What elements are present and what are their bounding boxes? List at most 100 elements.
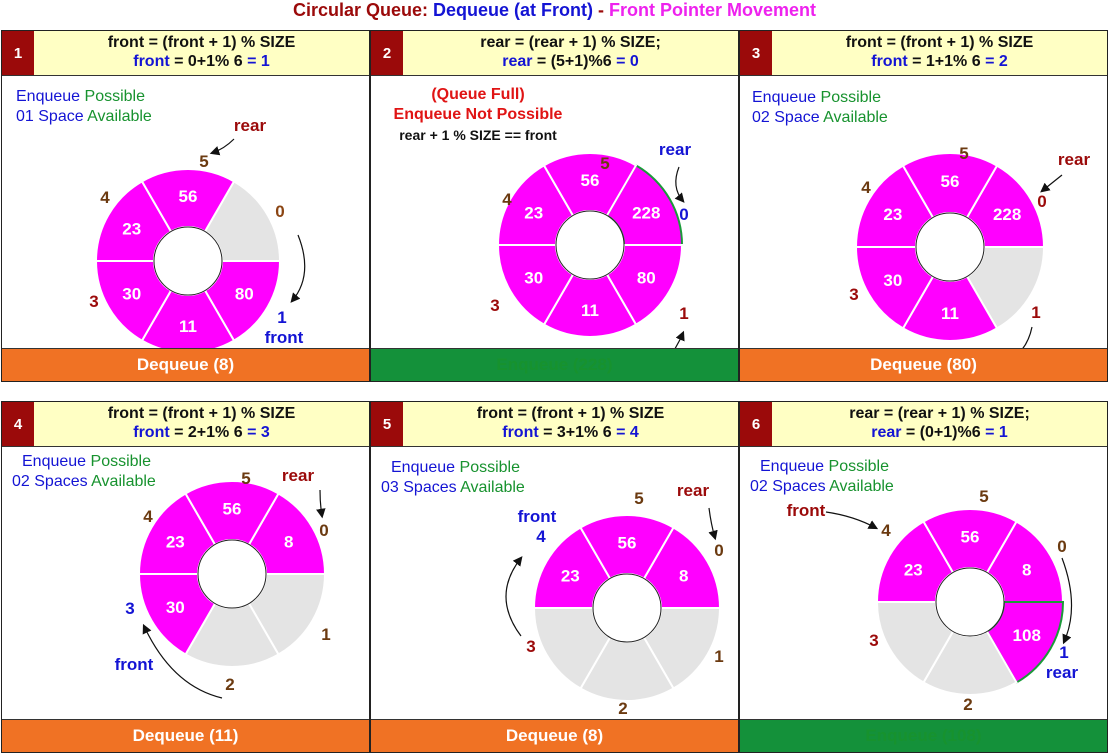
index-label-5: 5 — [979, 487, 988, 506]
queue-status: Enqueue Possible 02 Spaces Available — [12, 452, 156, 492]
index-label-3: 3 — [849, 285, 858, 304]
panel-3: 3 front = (front + 1) % SIZE front = 1+1… — [739, 30, 1108, 382]
pointer-arrow-1 — [674, 330, 685, 349]
pointer-arrow-0 — [825, 511, 879, 530]
operation-footer: Dequeue (11) — [2, 719, 369, 752]
circular-queue-ring: 22811302356012345frontrear — [849, 144, 1090, 349]
queue-cell-value: 23 — [561, 566, 580, 585]
status-space: 02 Spaces — [750, 478, 830, 495]
step-number: 3 — [740, 31, 772, 75]
index-label-3: 3 — [490, 296, 499, 315]
queue-cell-value: 56 — [618, 534, 637, 553]
queue-cell-value: 30 — [122, 285, 141, 304]
status-enqueue: Enqueue — [22, 453, 91, 470]
queue-cell-value: 228 — [632, 204, 660, 223]
title-part-3: - — [593, 0, 610, 20]
operation-footer: Enqueue (228) — [371, 348, 738, 381]
operation-footer: Dequeue (8) — [371, 719, 738, 752]
formula-expr: = (5+1)%6 — [532, 53, 617, 70]
queue-status: Enqueue Possible 02 Spaces Available — [750, 457, 894, 497]
index-label-5: 5 — [199, 152, 208, 171]
queue-cell-value: 56 — [961, 528, 980, 547]
formula-line-2: front = 3+1% 6 = 4 — [403, 424, 738, 442]
index-label-1: 1 — [321, 625, 330, 644]
queue-cell-value: 30 — [166, 598, 185, 617]
formula-line-1: front = (front + 1) % SIZE — [107, 34, 296, 51]
formula-expr: = 1+1% 6 — [907, 53, 986, 70]
queue-cell-value: 30 — [883, 271, 902, 290]
formula-line-1: front = (front + 1) % SIZE — [845, 34, 1034, 51]
front-pointer-label: front — [265, 328, 304, 347]
queue-cell-value: 80 — [235, 285, 254, 304]
operation-footer: Dequeue (8) — [2, 348, 369, 381]
step-number: 6 — [740, 402, 772, 446]
ring-hole — [592, 573, 662, 643]
ring-hole — [197, 539, 267, 609]
pointer-arrow-0 — [1021, 326, 1033, 349]
index-label-5: 5 — [959, 144, 968, 163]
pointer-arrow-1 — [209, 138, 235, 156]
index-label-4: 4 — [861, 178, 871, 197]
formula-line-2: rear = (0+1)%6 = 1 — [772, 424, 1107, 442]
pointer-arrow-0 — [674, 166, 685, 203]
status-possible: Possible — [90, 453, 151, 470]
index-label-0: 0 — [1037, 192, 1046, 211]
step-number: 2 — [371, 31, 403, 75]
status-possible: Possible — [459, 459, 520, 476]
formula-line-2: front = 0+1% 6 = 1 — [34, 53, 369, 71]
formula-result: = 0 — [616, 53, 639, 70]
index-label-3: 3 — [125, 599, 134, 618]
formula-line-2: rear = (5+1)%6 = 0 — [403, 53, 738, 71]
ring-hole — [915, 212, 985, 282]
formula-expr: = (0+1)%6 — [901, 424, 986, 441]
ring-hole — [153, 226, 223, 296]
index-label-2: 2 — [963, 695, 972, 714]
queue-cell-value: 23 — [904, 560, 923, 579]
ring-hole — [555, 210, 625, 280]
index-label-1: 1 — [1031, 303, 1040, 322]
index-label-0: 0 — [714, 541, 723, 560]
formula-var: front — [133, 424, 170, 441]
index-label-3: 3 — [526, 637, 535, 656]
pointer-arrow-1 — [708, 507, 718, 541]
queue-cell-value: 228 — [993, 205, 1021, 224]
full-condition-label: rear + 1 % SIZE == front — [399, 127, 557, 143]
panel-6: 6 rear = (rear + 1) % SIZE; rear = (0+1)… — [739, 401, 1108, 753]
queue-cell-value: 8 — [1022, 560, 1031, 579]
operation-footer: Enqueue (108) — [740, 719, 1107, 752]
index-label-0: 0 — [1057, 537, 1066, 556]
index-label-3: 3 — [869, 631, 878, 650]
queue-cell-value: 108 — [1013, 626, 1041, 645]
formula-line-1: front = (front + 1) % SIZE — [476, 405, 665, 422]
index-label-5: 5 — [600, 154, 609, 173]
panel-header: 2 rear = (rear + 1) % SIZE; rear = (5+1)… — [371, 31, 738, 76]
status-available: Available — [87, 108, 152, 125]
title-part-1: Circular Queue: — [292, 0, 434, 20]
formula-expr: = 3+1% 6 — [538, 424, 617, 441]
queue-full-status: (Queue Full) Enqueue Not Possible rear +… — [383, 85, 573, 145]
index-label-2: 2 — [225, 675, 234, 694]
circular-queue-ring: 2288011302356012345frontrear — [490, 140, 691, 349]
status-available: Available — [829, 478, 894, 495]
formula-result: = 2 — [985, 53, 1008, 70]
queue-cell-value: 30 — [524, 269, 543, 288]
index-label-2: 2 — [618, 699, 627, 718]
index-label-4: 4 — [100, 188, 110, 207]
formula-result: = 1 — [247, 53, 270, 70]
status-possible: Possible — [84, 88, 145, 105]
queue-cell-value: 11 — [581, 301, 599, 320]
queue-cell-value: 11 — [179, 317, 197, 336]
panel-header: 1 front = (front + 1) % SIZE front = 0+1… — [2, 31, 369, 76]
index-label-4: 4 — [536, 527, 546, 546]
pointer-arrow-0 — [505, 556, 523, 637]
index-label-1: 1 — [277, 308, 286, 327]
formula-line-1: rear = (rear + 1) % SIZE; — [849, 405, 1030, 422]
queue-cell-value: 23 — [883, 205, 902, 224]
formula-var: rear — [502, 53, 533, 70]
formula-result: = 3 — [247, 424, 270, 441]
step-number: 5 — [371, 402, 403, 446]
status-space: 02 Space — [752, 109, 824, 126]
status-space: 01 Space — [16, 108, 88, 125]
